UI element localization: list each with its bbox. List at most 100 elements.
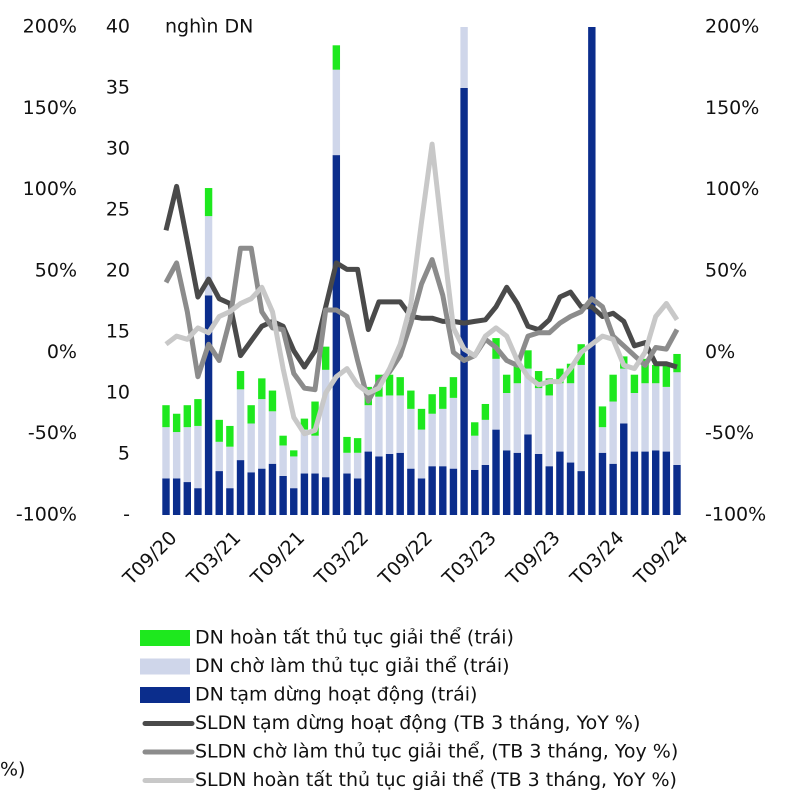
bar-segment: [215, 441, 223, 472]
bar-segment: [428, 394, 436, 414]
legend-label: DN chờ làm thủ tục giải thể (trái): [195, 655, 510, 677]
legend-label: SLDN hoàn tất thủ tục giải thể (TB 3 thá…: [195, 769, 677, 791]
bar-segment: [183, 482, 191, 515]
bar-segment: [513, 452, 522, 515]
x-tick-label: T09/22: [374, 527, 437, 590]
bar-segment: [502, 374, 511, 393]
line-series: [163, 245, 680, 404]
bar-segment: [449, 377, 458, 398]
bar-segment: [300, 429, 309, 474]
y2-tick-label: 200%: [23, 16, 77, 38]
x-tick-label: T09/21: [246, 527, 309, 590]
y-tick-label: -: [123, 504, 130, 526]
bar-segment: [652, 383, 660, 451]
bar-segment: [279, 445, 287, 476]
bar-segment: [630, 451, 639, 515]
bar-segment: [673, 372, 681, 465]
bar-segment: [471, 469, 479, 515]
bar-segment: [407, 408, 415, 469]
y-tick-label: 5: [118, 443, 130, 465]
bar-segment: [545, 395, 553, 467]
bar-segment: [662, 451, 671, 515]
bar-segment: [396, 395, 404, 453]
bar-segment: [396, 377, 404, 396]
bar-segment: [364, 451, 372, 515]
bar-segment: [353, 478, 362, 515]
bar-segment: [641, 451, 649, 515]
bar-segment: [343, 452, 351, 474]
bar-segment: [258, 399, 266, 469]
cropped-text: %): [0, 759, 25, 781]
line-series: [163, 183, 678, 370]
bar-segment: [321, 477, 330, 515]
legend-swatch: [140, 658, 190, 675]
bar-segment: [556, 451, 564, 515]
bar-segment: [471, 422, 479, 436]
bar-segment: [481, 403, 490, 420]
bar-segment: [428, 466, 436, 515]
bar-segment: [247, 405, 255, 424]
bar-segment: [226, 446, 234, 489]
bar-segment: [460, 88, 468, 515]
bar-segment: [385, 374, 394, 396]
bar-segment: [449, 468, 458, 515]
bar-segment: [343, 473, 351, 515]
bar-segment: [556, 368, 564, 384]
bar-segment: [641, 358, 649, 384]
bar-segment: [204, 188, 213, 217]
bar-segment: [375, 396, 383, 457]
y2-tick-label: 100%: [705, 178, 759, 200]
bar-segment: [247, 472, 255, 515]
bar-segment: [620, 368, 628, 424]
legend-label: SLDN chờ làm thủ tục giải thể, (TB 3 thá…: [195, 741, 678, 763]
bar-segment: [268, 411, 277, 464]
bar-segment: [268, 463, 277, 515]
bar-segment: [673, 464, 681, 515]
y2-tick-label: 150%: [23, 97, 77, 119]
bar-segment: [439, 466, 447, 515]
bar-segment: [204, 295, 213, 515]
bar-segment: [566, 462, 575, 515]
bar-segment: [311, 473, 319, 515]
bar-segment: [183, 405, 191, 428]
bar-segment: [194, 488, 202, 515]
bar-segment: [609, 374, 617, 402]
bar-segment: [290, 488, 298, 515]
bar-segment: [598, 406, 607, 428]
bar-segment: [620, 423, 628, 515]
bar-segment: [449, 397, 458, 469]
bar-segment: [556, 383, 564, 452]
bar-segment: [534, 371, 543, 389]
bar-segment: [172, 478, 181, 515]
bar-segment: [353, 452, 362, 479]
bar-segment: [162, 478, 170, 515]
legend-label: DN tạm dừng hoạt động (trái): [195, 684, 477, 706]
bar-segment: [343, 436, 351, 453]
y2-tick-label: -100%: [16, 504, 77, 526]
bar-segment: [215, 471, 223, 515]
bar-segment: [630, 393, 639, 452]
bar-segment: [630, 374, 639, 393]
bar-segment: [375, 456, 383, 515]
bar-segment: [183, 427, 191, 483]
bar-segment: [492, 429, 500, 515]
y-tick-label: 40: [106, 16, 130, 38]
bar-segment: [321, 369, 330, 478]
bar-segment: [481, 419, 490, 465]
unit-annotation: nghìn DN: [165, 16, 253, 38]
x-tick-label: T09/24: [629, 527, 692, 590]
bar-segment: [290, 450, 298, 457]
bar-segment: [577, 471, 585, 515]
bar-segment: [194, 399, 202, 426]
bar-segment: [321, 346, 330, 370]
bar-segment: [662, 386, 671, 452]
bar-segment: [236, 460, 245, 515]
bar-segment: [502, 393, 511, 451]
legend-swatch: [140, 687, 190, 703]
bar-segment: [162, 427, 170, 479]
bar-segment: [172, 413, 181, 433]
bar-segment: [417, 408, 426, 430]
bar-segment: [534, 454, 543, 515]
bar-segment: [524, 368, 532, 435]
